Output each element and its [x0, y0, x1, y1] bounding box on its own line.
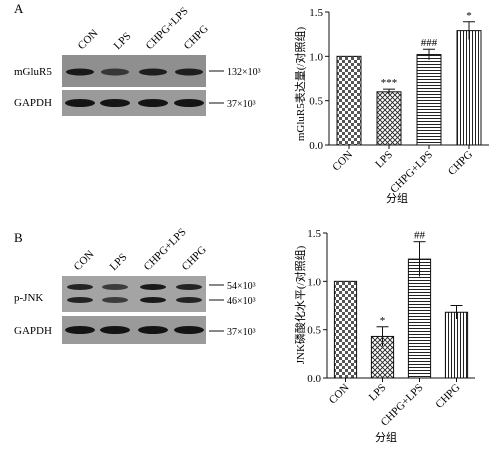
blot-band — [140, 297, 166, 303]
blot-band — [67, 297, 93, 303]
x-tick-label: LPS — [367, 382, 389, 404]
significance-label: * — [466, 10, 472, 22]
y-tick-label: 0.0 — [307, 373, 321, 385]
bar-con — [336, 55, 362, 146]
blot-band — [66, 68, 94, 76]
bar-chpg — [444, 311, 469, 379]
blot-band — [100, 326, 130, 334]
blot-b-strip-pjnk — [62, 276, 206, 312]
blot-b: CON LPS CHPG+LPS CHPG p-JNK 54×10³ 46×10… — [14, 226, 256, 344]
blot-band — [65, 99, 95, 107]
blot-band — [176, 297, 202, 303]
blot-band — [175, 68, 203, 76]
blot-band — [139, 68, 167, 76]
blot-band — [174, 99, 204, 107]
blot-a-lane-label: LPS — [112, 30, 134, 52]
significance-label: ## — [414, 230, 426, 242]
y-tick-label: 0.5 — [309, 96, 323, 108]
blot-b-row-label: GAPDH — [14, 325, 52, 337]
blot-band — [102, 297, 128, 303]
blot-a-marker: 132×10³ — [227, 67, 261, 78]
blot-b-lane-label: CON — [72, 248, 97, 273]
y-tick-label: 1.5 — [307, 228, 321, 240]
chart-a-xlabel: 分组 — [386, 191, 408, 205]
x-tick-label: CON — [327, 382, 352, 407]
blot-a-row-label: mGluR5 — [14, 66, 52, 78]
blot-a-lane-label: CHPG — [182, 23, 211, 52]
bar-lps — [376, 91, 402, 146]
blot-b-marker: 37×10³ — [227, 327, 256, 338]
x-tick-label: CON — [330, 149, 355, 174]
blot-a-marker: 37×10³ — [227, 99, 256, 110]
chart-a-ylabel: mGluR5表达量(/对照组) — [293, 27, 307, 142]
bar-con — [333, 280, 358, 379]
chart-a: 0.0 0.5 1.0 1.5 CON *** LPS ### CHPG+LPS * CHPG mG… — [293, 7, 489, 205]
blot-b-row-label: p-JNK — [14, 292, 43, 304]
x-tick-label: CHPG+LPS — [388, 149, 435, 196]
significance-label: ### — [421, 37, 438, 49]
bar-chpg — [456, 30, 482, 146]
blot-band — [102, 284, 128, 290]
blot-band — [100, 99, 130, 107]
y-tick-label: 1.5 — [309, 7, 323, 19]
panel-b-letter: B — [14, 230, 23, 245]
y-tick-label: 1.0 — [309, 51, 323, 63]
bar-chpg-lps — [407, 258, 432, 379]
x-tick-label: CHPG — [433, 382, 462, 411]
significance-label: * — [380, 315, 386, 327]
blot-b-marker: 54×10³ — [227, 281, 256, 292]
y-tick-label: 0.5 — [307, 325, 321, 337]
chart-b-ylabel: JNK磷酸化水平(/对照组) — [293, 245, 307, 364]
blot-a-row-label: GAPDH — [14, 97, 52, 109]
x-tick-label: LPS — [373, 149, 395, 171]
blot-a-lane-label: CON — [76, 27, 101, 52]
significance-label: *** — [381, 77, 398, 89]
blot-band — [101, 68, 129, 76]
blot-band — [67, 284, 93, 290]
blot-band — [65, 326, 95, 334]
blot-band — [140, 284, 166, 290]
blot-band — [138, 99, 168, 107]
blot-b-lane-label: LPS — [108, 251, 130, 273]
y-tick-label: 1.0 — [307, 276, 321, 288]
blot-a: CON LPS CHPG+LPS CHPG mGluR5 132×10³ GAP… — [14, 5, 261, 116]
x-tick-label: CHPG — [446, 149, 475, 178]
bar-chpg-lps — [416, 54, 442, 146]
panel-a-letter: A — [14, 1, 24, 16]
blot-band — [176, 284, 202, 290]
blot-b-lane-label: CHPG — [180, 244, 209, 273]
blot-band — [138, 326, 168, 334]
blot-b-marker: 46×10³ — [227, 296, 256, 307]
chart-b-xlabel: 分组 — [375, 430, 397, 444]
y-tick-label: 0.0 — [309, 140, 323, 152]
blot-band — [174, 326, 204, 334]
